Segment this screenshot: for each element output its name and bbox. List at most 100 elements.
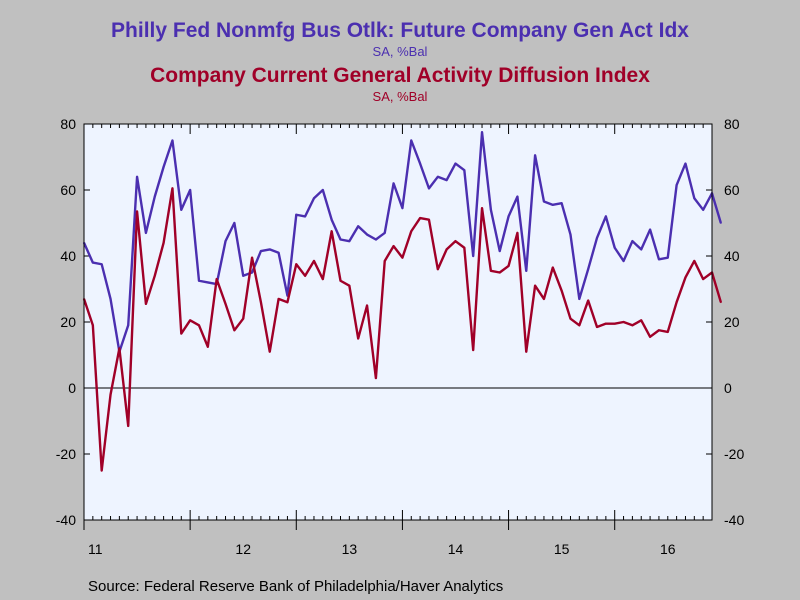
series-2-point — [330, 230, 333, 233]
series-1-point — [277, 251, 280, 254]
series-1-point — [560, 202, 563, 205]
plot-frame — [83, 123, 713, 521]
series-2-point — [569, 317, 572, 320]
series-1-point — [569, 233, 572, 236]
series-2-point — [463, 246, 466, 249]
series-2-point — [127, 425, 130, 427]
series-1-point — [295, 213, 298, 216]
x-tick-label: 12 — [235, 541, 251, 557]
series-2-point — [162, 241, 165, 244]
series-1-point — [498, 250, 501, 252]
series-2-point — [109, 393, 112, 396]
series-2-point — [498, 271, 501, 274]
series-1-point — [693, 197, 696, 200]
series-2-point — [534, 284, 536, 287]
series-1-point — [463, 169, 466, 172]
x-tick-label: 16 — [660, 541, 676, 557]
series-2-point — [366, 304, 368, 307]
series-2-point — [587, 299, 590, 302]
series-2-point — [277, 298, 280, 300]
series-1-point — [702, 208, 705, 211]
series-2-point — [339, 279, 342, 282]
series-2-point — [481, 207, 483, 210]
series-2-point — [171, 187, 174, 190]
y-tick-label-right: 60 — [724, 182, 740, 198]
series-1-point — [481, 131, 483, 134]
series-2-point — [622, 321, 625, 323]
series-1-point — [658, 258, 660, 261]
series-2-point — [321, 278, 324, 280]
series-1-point — [357, 225, 360, 228]
y-tick-label-left: 80 — [60, 116, 76, 132]
series-1-point — [242, 274, 245, 277]
series-1-point — [374, 238, 377, 241]
series-2-point — [215, 278, 218, 280]
y-tick-label-right: -40 — [724, 512, 744, 528]
series-2-point — [454, 240, 457, 243]
series-2-point — [313, 260, 315, 262]
x-tick-label: 13 — [342, 541, 358, 557]
series-1-point — [260, 250, 262, 252]
x-tick-label: 14 — [448, 541, 464, 557]
series-2-point — [198, 324, 200, 327]
series-2-point — [649, 335, 651, 338]
series-2-point — [419, 217, 422, 219]
series-1-point — [596, 236, 598, 239]
y-tick-label-left: 0 — [68, 380, 76, 396]
series-1-point — [684, 162, 687, 165]
series-2-point — [631, 324, 634, 327]
series-2-point — [666, 331, 669, 333]
series-1-point — [419, 162, 422, 165]
series-2-point — [596, 326, 598, 328]
series-2-point — [286, 301, 289, 304]
series-1-point — [91, 261, 94, 264]
series-1-point — [631, 240, 634, 243]
series-1-point — [313, 197, 315, 200]
series-1-point — [366, 233, 368, 236]
y-tick-label-right: -20 — [724, 446, 744, 462]
y-tick-label-right: 40 — [724, 248, 740, 264]
series-1-point — [534, 154, 536, 157]
source-note: Source: Federal Reserve Bank of Philadel… — [88, 578, 504, 595]
series-2-point — [436, 268, 439, 271]
series-1-point — [578, 298, 581, 300]
y-tick-label-left: 20 — [60, 314, 76, 330]
series-2-point — [118, 347, 121, 350]
series-1-point — [401, 207, 404, 210]
series-1-point — [428, 187, 430, 190]
series-1-point — [171, 139, 174, 142]
series-1-point — [145, 232, 147, 234]
chart-subtitle: SA, %Bal — [372, 44, 428, 59]
y-tick-label-left: -20 — [56, 446, 76, 462]
series-2-point — [145, 302, 147, 305]
series-1-point — [321, 189, 324, 191]
series-2-point — [640, 319, 643, 322]
series-2-point — [560, 289, 563, 292]
series-1-point — [587, 268, 590, 271]
series-1-point — [454, 162, 457, 165]
series-1-point — [109, 298, 112, 300]
series-2-point — [180, 332, 183, 335]
series-2-point — [489, 269, 492, 272]
y-tick-label-left: 40 — [60, 248, 76, 264]
series-1-point — [507, 215, 510, 218]
series-2-point — [304, 274, 307, 277]
series-1-point — [268, 248, 271, 251]
y-tick-label-right: 20 — [724, 314, 740, 330]
series-2-point — [357, 337, 360, 340]
series-2-point — [136, 210, 138, 213]
series-1-point — [100, 263, 103, 266]
series-2-point — [516, 232, 519, 234]
series-2-point — [551, 266, 554, 269]
series-2-point — [604, 322, 607, 325]
series-2-point — [392, 245, 395, 248]
series-2-point — [543, 298, 545, 300]
series-1-point — [189, 189, 192, 191]
series-1-point — [472, 255, 475, 257]
series-1-point — [516, 195, 519, 198]
series-1-point — [613, 246, 616, 249]
series-2-point — [719, 301, 722, 304]
series-2-point — [445, 248, 448, 251]
